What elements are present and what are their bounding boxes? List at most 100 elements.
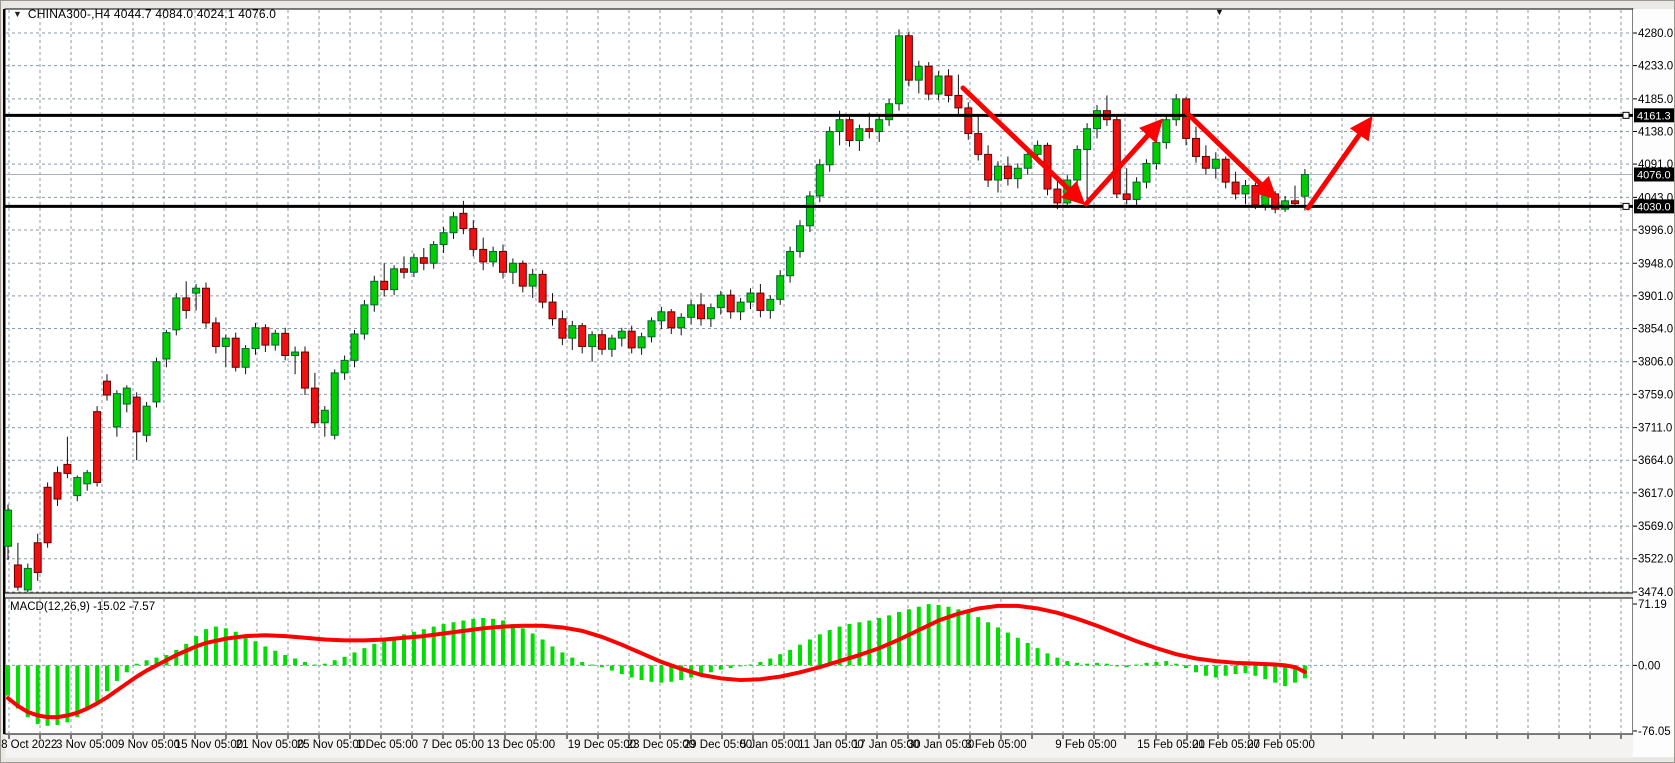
bear-candle	[13, 564, 22, 588]
macd-bar	[1293, 665, 1297, 683]
price-axis-label: 3854.0	[1638, 323, 1673, 335]
bear-candle	[627, 330, 636, 349]
bull-candle	[786, 250, 795, 277]
bull-candle	[647, 320, 656, 338]
line-handle[interactable]	[1622, 111, 1630, 119]
bull-candle	[449, 216, 458, 234]
bull-candle	[885, 103, 894, 121]
macd-bar	[1253, 665, 1258, 676]
bull-candle	[687, 304, 696, 318]
bear-candle	[1221, 158, 1230, 183]
bull-candle	[716, 294, 725, 309]
current-price-tag-label: 4076.0	[1637, 169, 1671, 181]
macd-bar	[679, 665, 684, 681]
bear-candle	[538, 273, 547, 303]
bull-candle	[914, 65, 923, 81]
macd-bar	[184, 643, 189, 666]
bull-candle	[825, 130, 834, 166]
time-axis-label: 28 Oct 2022	[1, 739, 57, 751]
macd-bar	[421, 629, 426, 666]
grid-lines	[6, 10, 1632, 733]
macd-bar	[827, 630, 832, 666]
macd-bar	[1095, 662, 1099, 666]
bear-candle	[598, 334, 606, 350]
bear-candle	[1231, 181, 1240, 195]
macd-bar	[837, 626, 842, 666]
trend-arrow-up[interactable]	[1305, 116, 1373, 211]
bull-candle	[291, 351, 300, 356]
bull-candle	[1211, 158, 1220, 169]
macd-bar	[194, 636, 199, 666]
macd-bar	[936, 605, 941, 666]
trend-arrow-up[interactable]	[1083, 118, 1164, 207]
bull-candle	[330, 372, 339, 436]
bear-candle	[43, 486, 52, 544]
macd-bar	[530, 633, 535, 666]
macd-axis-label: 0.00	[1638, 660, 1660, 672]
time-axis-label: 15 Feb 05:00	[1137, 739, 1205, 751]
bull-candle	[568, 325, 577, 339]
main-pane-background[interactable]	[4, 8, 1634, 594]
macd-bar	[540, 639, 545, 666]
macd-bar	[392, 636, 397, 666]
bear-candle	[281, 332, 290, 357]
bull-candle	[815, 164, 824, 197]
macd-bar	[1203, 665, 1208, 676]
trend-arrow-down[interactable]	[960, 85, 1086, 206]
bull-candle	[360, 304, 369, 335]
macd-bar	[134, 663, 139, 666]
macd-bar	[293, 658, 298, 666]
line-handle[interactable]	[1622, 202, 1630, 210]
price-tag-box	[1634, 108, 1674, 123]
macd-bar	[966, 612, 971, 666]
macd-bar	[75, 665, 80, 718]
price-axis-label: 3522.0	[1638, 554, 1673, 566]
bull-candle	[192, 287, 201, 294]
macd-bar	[867, 620, 872, 666]
macd-bar	[976, 617, 981, 666]
macd-bar	[35, 665, 40, 725]
symbol-dropdown-icon[interactable]: ▼	[13, 8, 22, 19]
chart-shift-marker-icon[interactable]: ▼	[1215, 7, 1224, 17]
bear-candle	[182, 297, 191, 311]
macd-bar	[718, 665, 723, 670]
macd-bar	[1075, 662, 1080, 666]
trend-arrow-down[interactable]	[1184, 110, 1278, 201]
symbol-ohlc-text: CHINA300-,H4 4044.7 4084.0 4024.1 4076.0	[27, 7, 277, 21]
macd-bar	[669, 665, 674, 682]
bear-candle	[93, 411, 102, 483]
bull-candle	[350, 333, 359, 361]
bear-candle	[1053, 188, 1062, 204]
bull-candle	[607, 337, 616, 350]
macd-bar	[1055, 657, 1060, 666]
macd-bar	[253, 641, 258, 666]
bear-candle	[1291, 200, 1299, 205]
macd-bar	[441, 623, 446, 666]
price-axis-label: 4185.0	[1638, 94, 1673, 106]
macd-bar	[342, 656, 347, 666]
bull-candle	[677, 316, 686, 329]
bull-candle	[73, 477, 82, 497]
bull-candle	[320, 409, 329, 424]
bull-candle	[528, 273, 537, 287]
macd-bar	[213, 626, 218, 666]
price-tag-label: 4030.0	[1637, 201, 1671, 213]
bull-candle	[637, 336, 646, 349]
time-axis-label: 15 Nov 05:00	[175, 739, 243, 751]
bull-candle	[1152, 142, 1161, 164]
bull-candle	[1261, 193, 1270, 206]
price-axis-label: 3948.0	[1638, 258, 1673, 270]
macd-bar	[1243, 665, 1248, 674]
time-axis-label: 30 Jan 05:00	[908, 739, 975, 751]
time-axis-label: 29 Dec 05:00	[684, 739, 752, 751]
price-axis-label: 3806.0	[1638, 357, 1673, 369]
macd-bar	[1223, 665, 1228, 676]
bull-candle	[122, 387, 131, 405]
current-price-tag-box	[1634, 167, 1674, 182]
macd-bar	[847, 623, 852, 666]
macd-bar	[877, 617, 882, 666]
macd-bar	[114, 665, 119, 681]
macd-bar	[362, 648, 367, 666]
bear-candle	[479, 248, 488, 263]
